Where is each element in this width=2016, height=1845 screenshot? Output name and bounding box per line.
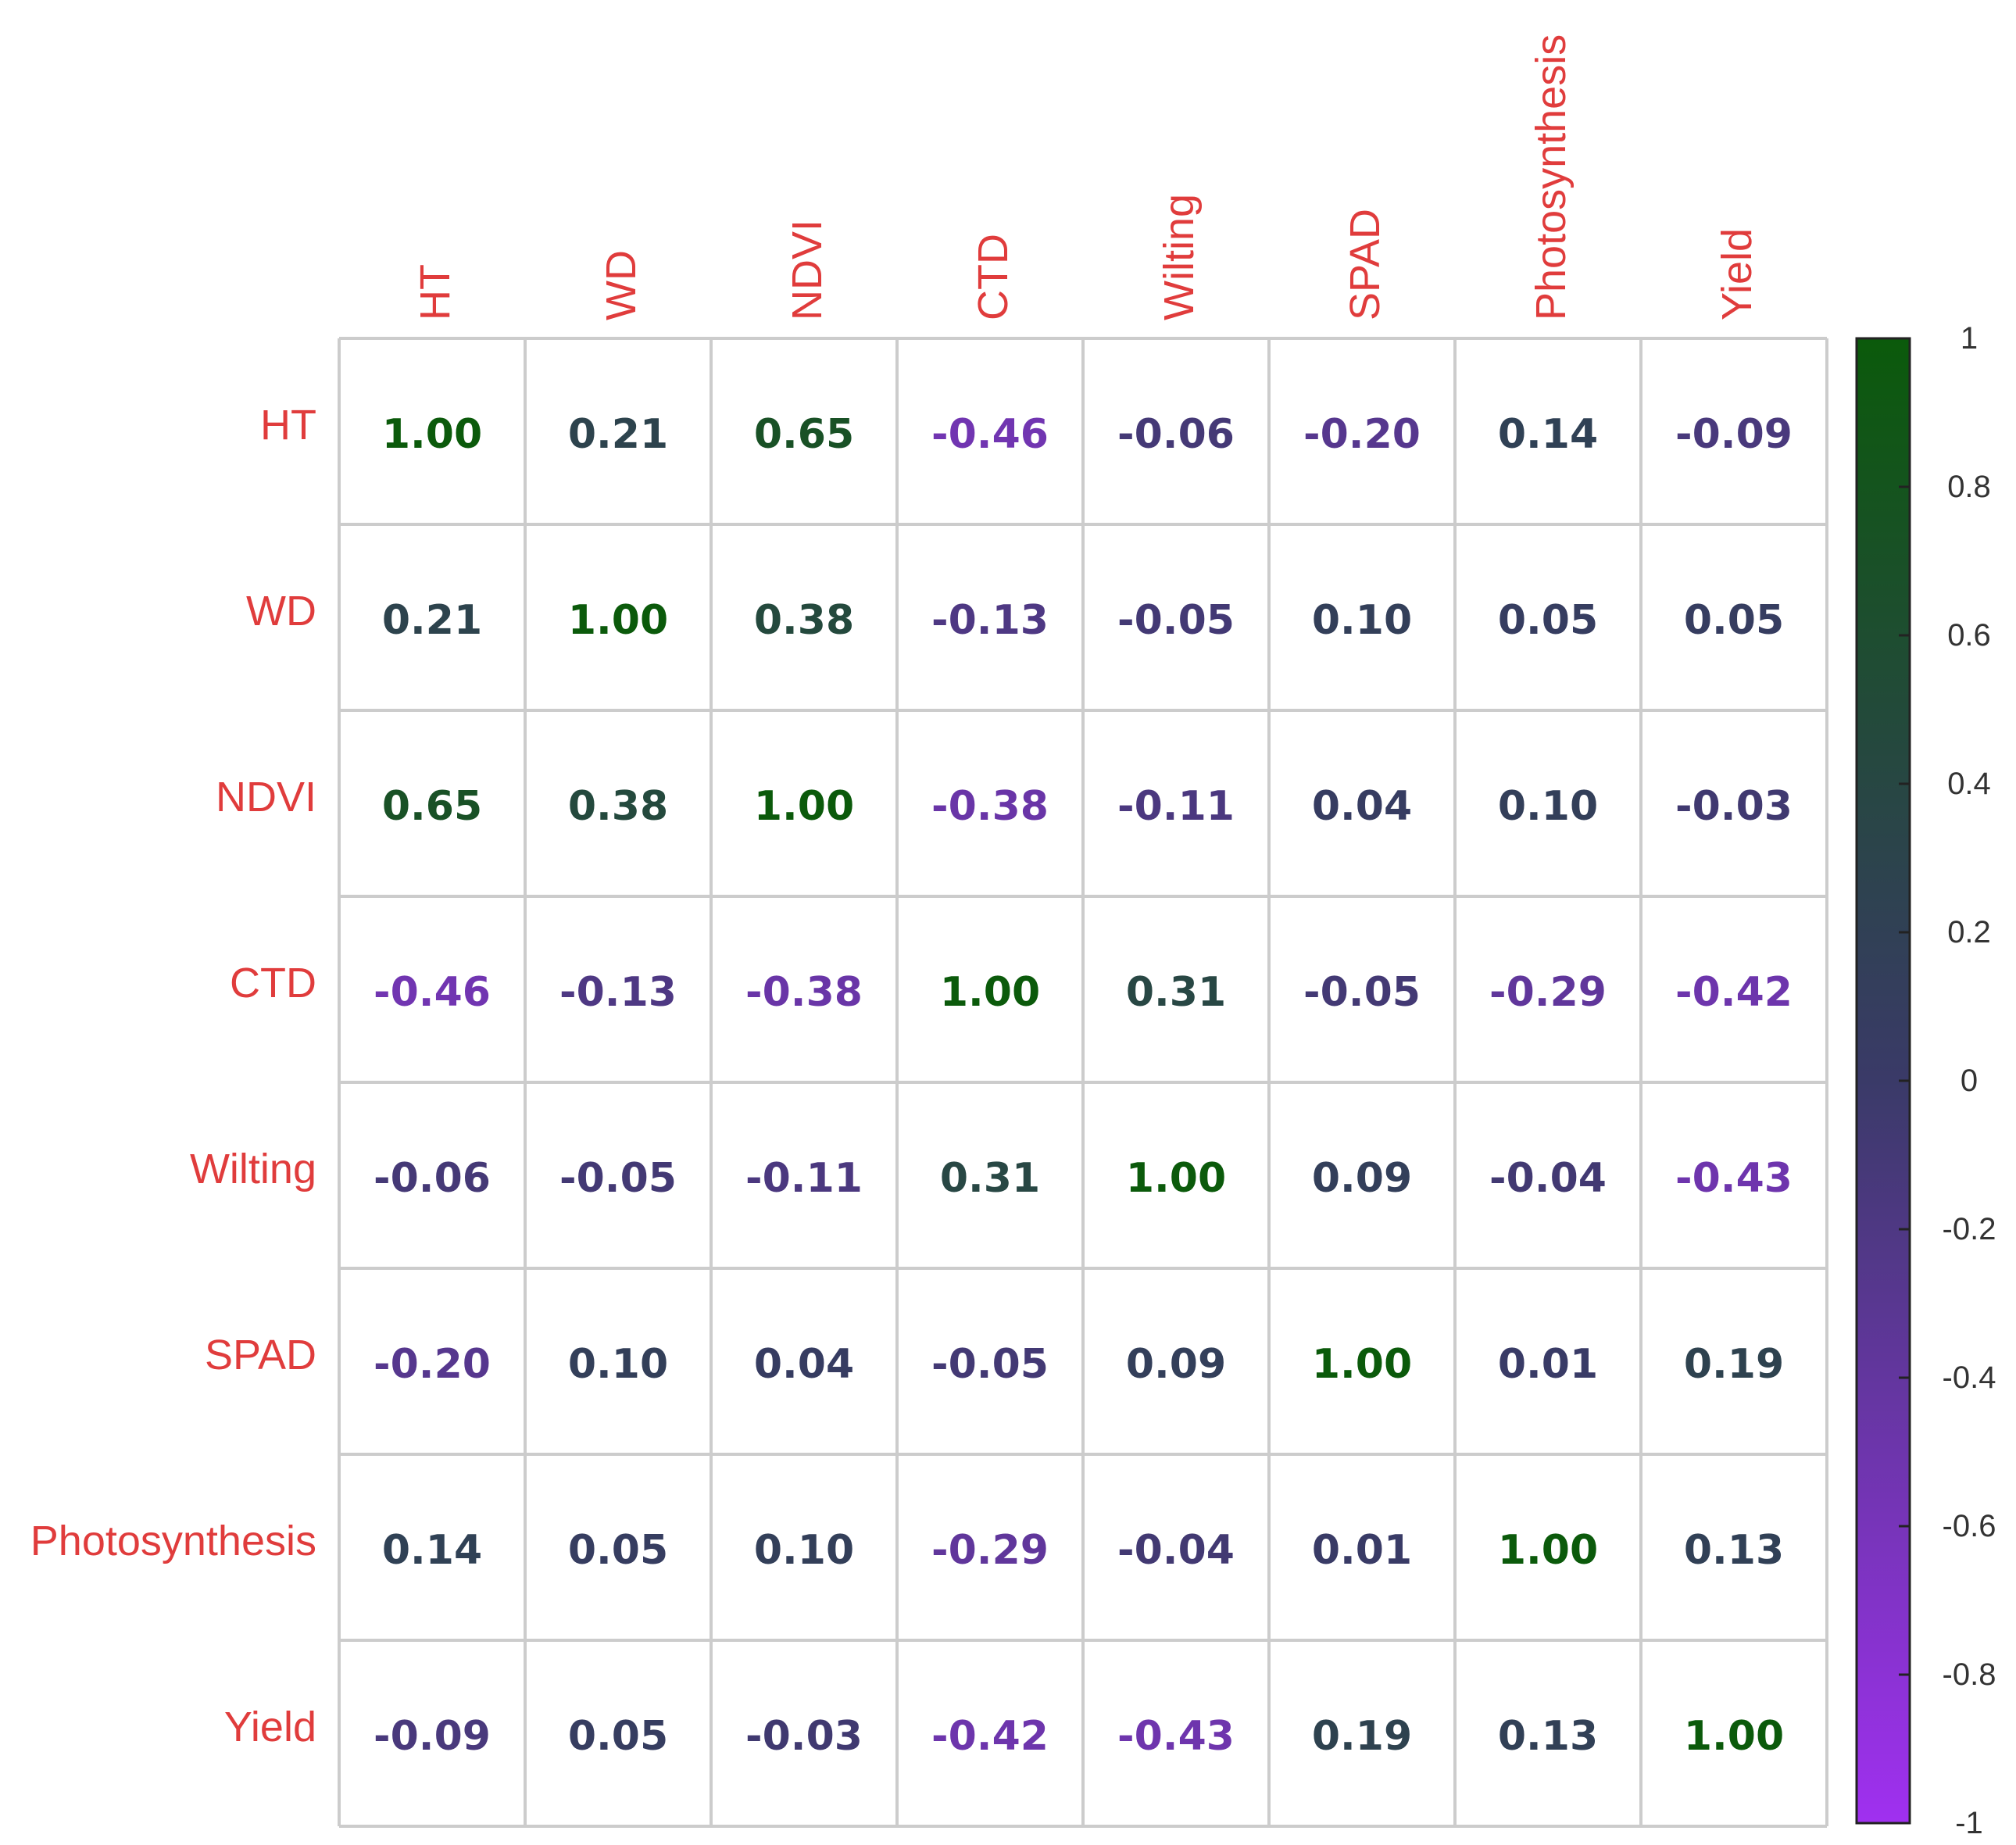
cell-value: -0.20 bbox=[1303, 411, 1421, 458]
cell-value: -0.38 bbox=[931, 783, 1049, 830]
cell-value: -0.05 bbox=[1117, 597, 1235, 644]
cell-value: -0.04 bbox=[1117, 1527, 1235, 1574]
cell-value: 0.31 bbox=[1126, 969, 1226, 1016]
column-label: CTD bbox=[970, 234, 1017, 320]
cell-value: 0.13 bbox=[1498, 1713, 1598, 1760]
row-label: HT bbox=[260, 402, 316, 449]
cell-value: -0.43 bbox=[1675, 1155, 1793, 1202]
cell-value: 0.10 bbox=[1312, 597, 1412, 644]
colorbar-tick-label: 1 bbox=[1961, 321, 1978, 356]
cell-value: 0.09 bbox=[1126, 1341, 1226, 1388]
cell-value: -0.46 bbox=[374, 969, 491, 1016]
cell-value: 0.05 bbox=[1684, 597, 1784, 644]
row-label: SPAD bbox=[205, 1332, 316, 1378]
column-label: Yield bbox=[1714, 228, 1760, 320]
column-label: HT bbox=[412, 264, 459, 320]
cell-value: 0.21 bbox=[568, 411, 668, 458]
colorbar-tick-label: 0 bbox=[1961, 1064, 1978, 1098]
colorbar-ticks: 1 0.8 0.6 0.4 0.2 0 -0.2 -0.4 -0.6 -0.8 -1 bbox=[1899, 321, 1996, 1840]
cell-value: 0.01 bbox=[1498, 1341, 1598, 1388]
row-label: Photosynthesis bbox=[30, 1518, 316, 1564]
colorbar: 1 0.8 0.6 0.4 0.2 0 -0.2 -0.4 -0.6 -0.8 -1 bbox=[1855, 321, 1996, 1840]
cell-values: 1.00 0.21 0.65 -0.46 -0.06 -0.20 0.14 -0.09 0.21… bbox=[374, 411, 1793, 1760]
cell-value: 0.04 bbox=[1312, 783, 1412, 830]
cell-value: -0.20 bbox=[374, 1341, 491, 1388]
cell-value: 1.00 bbox=[382, 411, 482, 458]
colorbar-tick-label: 0.2 bbox=[1947, 915, 1991, 949]
cell-value: 1.00 bbox=[1126, 1155, 1226, 1202]
cell-value: -0.09 bbox=[1675, 411, 1793, 458]
cell-value: -0.46 bbox=[931, 411, 1049, 458]
cell-value: 1.00 bbox=[1684, 1713, 1784, 1760]
cell-value: -0.29 bbox=[1489, 969, 1607, 1016]
column-label: NDVI bbox=[784, 220, 831, 320]
row-labels: HT WD NDVI CTD Wilting SPAD Photosynthesis Yiel… bbox=[30, 402, 316, 1750]
cell-value: -0.05 bbox=[931, 1341, 1049, 1388]
cell-value: 0.19 bbox=[1312, 1713, 1412, 1760]
cell-value: -0.38 bbox=[745, 969, 863, 1016]
column-label: Photosynthesis bbox=[1528, 34, 1575, 320]
column-label: Wilting bbox=[1156, 194, 1203, 320]
cell-value: -0.05 bbox=[1303, 969, 1421, 1016]
cell-value: -0.03 bbox=[745, 1713, 863, 1760]
row-label: Yield bbox=[224, 1704, 316, 1750]
cell-value: -0.13 bbox=[931, 597, 1049, 644]
cell-value: -0.03 bbox=[1675, 783, 1793, 830]
cell-value: 0.19 bbox=[1684, 1341, 1784, 1388]
cell-value: 0.01 bbox=[1312, 1527, 1412, 1574]
cell-value: -0.09 bbox=[374, 1713, 491, 1760]
column-labels: HT WD NDVI CTD Wilting SPAD Photosynthesis Yiel… bbox=[412, 34, 1760, 320]
cell-value: 0.38 bbox=[568, 783, 668, 830]
grid bbox=[338, 337, 1828, 1828]
colorbar-tick-label: -0.4 bbox=[1943, 1361, 1996, 1395]
cell-value: 1.00 bbox=[1498, 1527, 1598, 1574]
cell-value: 0.04 bbox=[754, 1341, 854, 1388]
colorbar-tick-label: 0.6 bbox=[1947, 618, 1991, 653]
cell-value: -0.13 bbox=[559, 969, 677, 1016]
cell-value: 0.05 bbox=[568, 1713, 668, 1760]
cell-value: 0.05 bbox=[1498, 597, 1598, 644]
cell-value: 0.65 bbox=[382, 783, 482, 830]
cell-value: 1.00 bbox=[754, 783, 854, 830]
cell-value: 0.10 bbox=[1498, 783, 1598, 830]
cell-value: 0.21 bbox=[382, 597, 482, 644]
cell-value: 1.00 bbox=[568, 597, 668, 644]
cell-value: -0.05 bbox=[559, 1155, 677, 1202]
row-label: Wilting bbox=[190, 1146, 316, 1192]
colorbar-tick-label: 0.8 bbox=[1947, 470, 1991, 504]
cell-value: -0.11 bbox=[1117, 783, 1235, 830]
cell-value: 0.65 bbox=[754, 411, 854, 458]
colorbar-tick-label: -1 bbox=[1955, 1806, 1983, 1840]
cell-value: -0.04 bbox=[1489, 1155, 1607, 1202]
cell-value: 0.14 bbox=[1498, 411, 1598, 458]
colorbar-tick-label: -0.2 bbox=[1943, 1212, 1996, 1246]
colorbar-tick-label: -0.8 bbox=[1943, 1657, 1996, 1692]
cell-value: -0.06 bbox=[374, 1155, 491, 1202]
cell-value: -0.11 bbox=[745, 1155, 863, 1202]
cell-value: 1.00 bbox=[1312, 1341, 1412, 1388]
cell-value: 0.05 bbox=[568, 1527, 668, 1574]
column-label: SPAD bbox=[1342, 209, 1389, 320]
cell-value: -0.29 bbox=[931, 1527, 1049, 1574]
cell-value: 0.31 bbox=[940, 1155, 1040, 1202]
column-label: WD bbox=[598, 250, 645, 320]
cell-value: -0.42 bbox=[1675, 969, 1793, 1016]
cell-value: -0.06 bbox=[1117, 411, 1235, 458]
row-label: CTD bbox=[230, 960, 316, 1007]
colorbar-tick-label: -0.6 bbox=[1943, 1509, 1996, 1543]
cell-value: 0.13 bbox=[1684, 1527, 1784, 1574]
colorbar-tick-label: 0.4 bbox=[1947, 767, 1991, 801]
cell-value: 0.14 bbox=[382, 1527, 482, 1574]
cell-value: 1.00 bbox=[940, 969, 1040, 1016]
cell-value: 0.10 bbox=[754, 1527, 854, 1574]
cell-value: 0.10 bbox=[568, 1341, 668, 1388]
cell-value: -0.43 bbox=[1117, 1713, 1235, 1760]
cell-value: -0.42 bbox=[931, 1713, 1049, 1760]
cell-value: 0.09 bbox=[1312, 1155, 1412, 1202]
row-label: NDVI bbox=[216, 774, 316, 821]
cell-value: 0.38 bbox=[754, 597, 854, 644]
row-label: WD bbox=[246, 588, 316, 635]
